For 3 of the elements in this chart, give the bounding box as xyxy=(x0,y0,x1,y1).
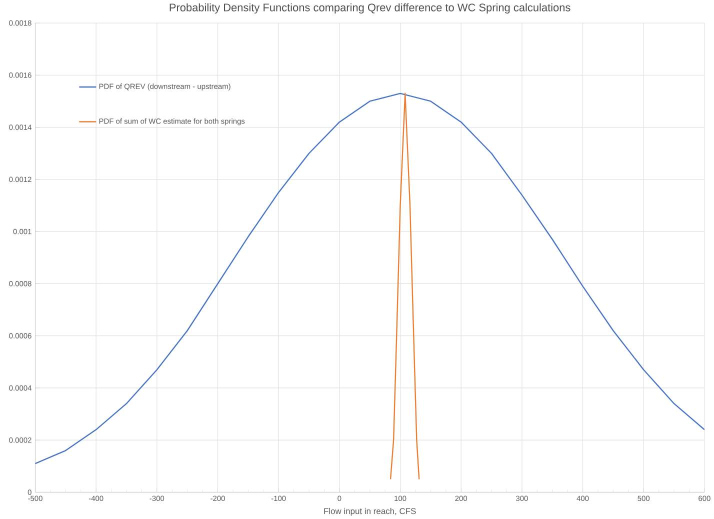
chart-title: Probability Density Functions comparing Qrev difference to WC Spring calculations xyxy=(170,3,570,14)
line-series xyxy=(390,92,420,480)
x-axis-title: Flow input in reach, CFS xyxy=(324,508,416,516)
